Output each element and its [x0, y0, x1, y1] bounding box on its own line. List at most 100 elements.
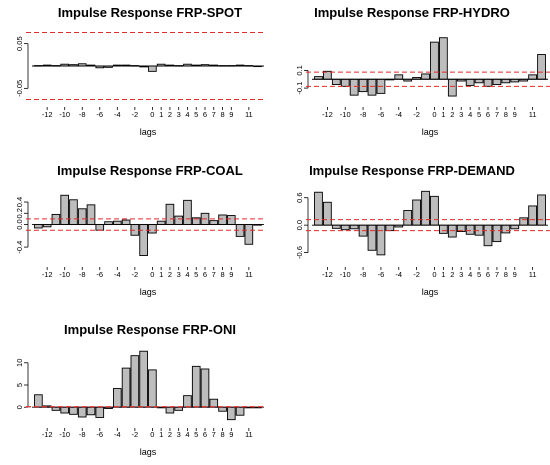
- bar: [218, 214, 227, 226]
- bar: [51, 213, 61, 226]
- x-tick-label: -6: [96, 110, 103, 119]
- x-tick-label: -10: [59, 110, 70, 119]
- x-tick-label: -4: [114, 110, 121, 119]
- y-tick-label: 0.0: [295, 220, 304, 230]
- y-tick-label: -0.6: [295, 246, 304, 259]
- bar: [86, 406, 96, 416]
- bar: [148, 369, 157, 408]
- x-tick-label: 5: [194, 430, 198, 439]
- x-tick-label: 9: [229, 430, 233, 439]
- x-tick-label: 3: [459, 110, 463, 119]
- x-tick-label: 1: [159, 110, 163, 119]
- x-axis-label: lags: [140, 127, 157, 137]
- bar: [60, 406, 70, 414]
- x-tick-label: 3: [177, 110, 181, 119]
- bar: [340, 224, 350, 231]
- x-tick-label: 4: [185, 110, 189, 119]
- x-tick-label: 0: [432, 110, 436, 119]
- bar: [209, 398, 219, 408]
- bar: [226, 406, 236, 421]
- bar: [235, 406, 245, 416]
- x-tick-label: 8: [220, 430, 224, 439]
- x-tick-label: 8: [220, 270, 224, 279]
- x-tick-label: -10: [59, 430, 70, 439]
- bar: [358, 78, 368, 93]
- bar: [77, 208, 87, 226]
- x-tick-label: 8: [504, 110, 508, 119]
- x-tick-label: -4: [114, 270, 121, 279]
- x-tick-label: -6: [96, 270, 103, 279]
- x-tick-label: -4: [114, 430, 121, 439]
- x-tick-label: 7: [495, 270, 499, 279]
- x-tick-label: 7: [212, 430, 216, 439]
- x-tick-label: 11: [245, 270, 253, 279]
- bar: [174, 406, 184, 411]
- bar: [501, 78, 511, 84]
- x-tick-label: -12: [42, 270, 53, 279]
- x-tick-label: 1: [441, 270, 445, 279]
- bar: [537, 194, 546, 226]
- x-tick-label: 8: [504, 270, 508, 279]
- bar: [367, 78, 377, 96]
- y-tick-label: 0.0: [15, 219, 24, 229]
- x-tick-label: 2: [450, 110, 454, 119]
- x-tick-label: 2: [168, 270, 172, 279]
- bar: [483, 78, 493, 87]
- bar: [121, 219, 131, 226]
- y-tick-label: 0.1: [295, 65, 304, 75]
- x-axis-label: lags: [140, 447, 157, 457]
- bar: [183, 199, 192, 226]
- x-tick-label: 7: [212, 270, 216, 279]
- x-tick-label: 4: [185, 270, 189, 279]
- bar: [148, 65, 157, 72]
- y-tick-label: 5: [15, 383, 24, 387]
- bar: [430, 41, 439, 80]
- bar: [69, 406, 78, 415]
- x-tick-label: 6: [486, 270, 490, 279]
- bar: [69, 199, 78, 226]
- bar: [95, 224, 105, 231]
- x-tick-label: 0: [150, 430, 154, 439]
- bar: [226, 215, 236, 226]
- bar: [465, 78, 475, 86]
- bar: [394, 74, 404, 80]
- x-tick-label: 3: [177, 270, 181, 279]
- panel-frp-demand: Impulse Response FRP-DEMAND -0.6 0.0 0.6 -12…: [295, 163, 550, 297]
- bar: [412, 199, 421, 226]
- x-tick-label: -8: [79, 270, 86, 279]
- bar: [60, 194, 70, 226]
- panel-frp-hydro: Impulse Response FRP-HYDRO-0.10.1-12 -10-…: [295, 5, 550, 137]
- x-tick-label: -6: [96, 430, 103, 439]
- bar: [537, 54, 546, 80]
- bar: [112, 220, 122, 226]
- y-tick-label: -0.4: [15, 241, 24, 254]
- bar: [77, 406, 87, 418]
- x-tick-label: 6: [203, 270, 207, 279]
- bar: [209, 220, 219, 226]
- x-tick-label: -8: [360, 110, 367, 119]
- y-tick-label: 10: [15, 359, 24, 367]
- bar: [385, 224, 395, 232]
- bar: [331, 224, 341, 229]
- x-tick-label: -2: [132, 110, 139, 119]
- x-tick-label: 7: [495, 110, 499, 119]
- bar: [331, 78, 341, 86]
- bar: [447, 78, 457, 97]
- x-tick-label: 2: [450, 270, 454, 279]
- bar: [430, 195, 439, 226]
- x-tick-label: 5: [477, 110, 481, 119]
- y-tick-label: 0.05: [15, 36, 24, 51]
- bar: [501, 224, 511, 234]
- bar: [519, 217, 529, 226]
- x-tick-label: 7: [212, 110, 216, 119]
- chart-title: Impulse Response FRP-HYDRO: [314, 5, 510, 20]
- x-tick-label: 11: [529, 110, 537, 119]
- x-tick-label: -2: [132, 430, 139, 439]
- x-tick-label: -10: [340, 270, 351, 279]
- x-tick-label: 0: [150, 270, 154, 279]
- bar: [403, 210, 413, 226]
- bar: [165, 406, 175, 414]
- x-tick-label: 5: [194, 110, 198, 119]
- chart-title: Impulse Response FRP-SPOT: [58, 5, 242, 20]
- x-axis-label: lags: [422, 127, 439, 137]
